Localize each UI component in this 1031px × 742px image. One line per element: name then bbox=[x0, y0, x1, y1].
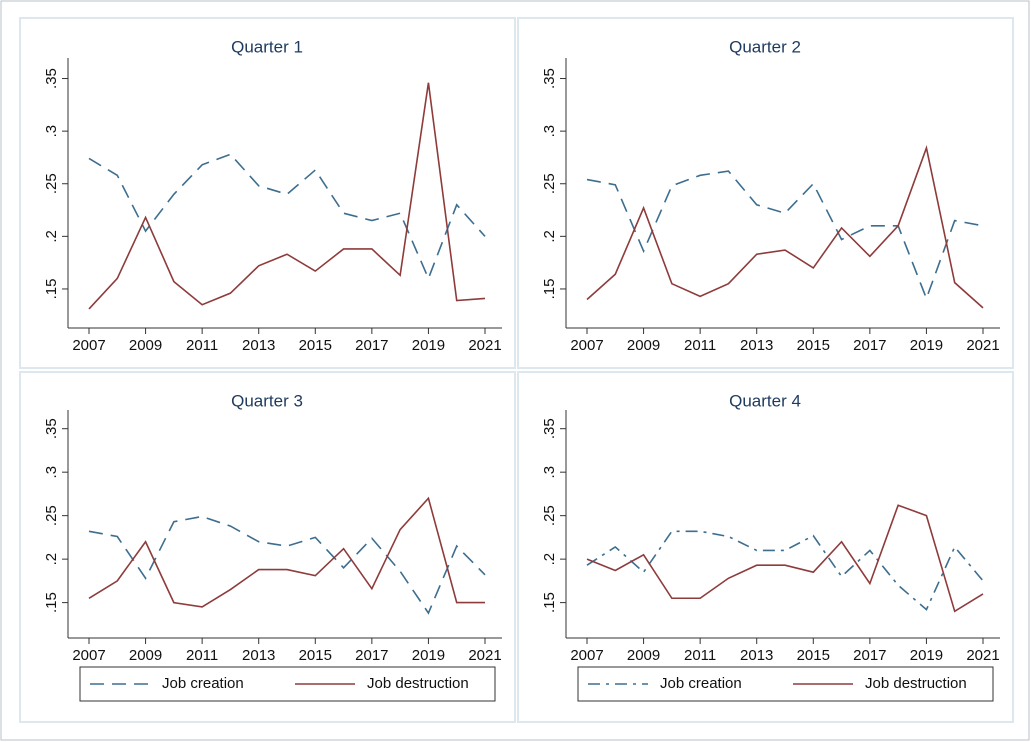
series-line bbox=[586, 145, 984, 309]
series-line bbox=[88, 496, 485, 608]
x-tick-label: 2013 bbox=[740, 647, 773, 664]
x-tick-label: 2011 bbox=[684, 647, 716, 664]
y-tick-label: .2 bbox=[43, 230, 60, 243]
x-tick-label: 2013 bbox=[242, 337, 275, 354]
panel-title: Quarter 1 bbox=[231, 37, 303, 56]
y-tick-label: .25 bbox=[43, 505, 60, 526]
y-tick-label: .3 bbox=[43, 125, 60, 138]
x-tick-label: 2007 bbox=[570, 337, 603, 354]
y-tick-label: .15 bbox=[43, 279, 60, 300]
legend-box bbox=[79, 666, 496, 702]
x-tick-label: 2007 bbox=[570, 647, 603, 664]
x-tick-label: 2009 bbox=[129, 647, 162, 664]
x-tick-label: 2015 bbox=[299, 647, 332, 664]
y-tick-label: .2 bbox=[541, 553, 558, 566]
panel-box bbox=[19, 371, 516, 723]
y-tick-label: .25 bbox=[43, 173, 60, 194]
panel-title: Quarter 4 bbox=[729, 391, 801, 410]
x-tick-label: 2009 bbox=[627, 337, 660, 354]
y-tick-label: .2 bbox=[541, 230, 558, 243]
x-tick-label: 2017 bbox=[853, 647, 886, 664]
y-tick-label: .35 bbox=[43, 68, 60, 89]
y-tick-label: .15 bbox=[541, 279, 558, 300]
x-tick-label: 2015 bbox=[299, 337, 332, 354]
x-tick-label: 2013 bbox=[740, 337, 773, 354]
x-tick-label: 2019 bbox=[412, 647, 445, 664]
y-tick-label: .35 bbox=[541, 418, 558, 439]
series-line bbox=[88, 515, 486, 615]
series-line bbox=[586, 530, 984, 611]
x-tick-label: 2021 bbox=[966, 337, 999, 354]
x-tick-label: 2017 bbox=[355, 337, 388, 354]
y-tick-label: .3 bbox=[43, 466, 60, 479]
series-line bbox=[88, 153, 486, 281]
y-tick-label: .35 bbox=[541, 68, 558, 89]
x-tick-label: 2011 bbox=[186, 647, 218, 664]
x-tick-label: 2007 bbox=[72, 337, 105, 354]
panel-title: Quarter 3 bbox=[231, 391, 303, 410]
x-tick-label: 2011 bbox=[684, 337, 716, 354]
x-tick-label: 2021 bbox=[468, 647, 501, 664]
y-tick-label: .2 bbox=[43, 553, 60, 566]
series-line bbox=[586, 504, 984, 613]
y-tick-label: .3 bbox=[541, 125, 558, 138]
x-tick-label: 2019 bbox=[910, 647, 943, 664]
panel-box bbox=[517, 17, 1014, 369]
legend-label: Job destruction bbox=[865, 675, 967, 692]
y-tick-label: .15 bbox=[541, 592, 558, 613]
x-tick-label: 2015 bbox=[797, 647, 830, 664]
panel-title: Quarter 2 bbox=[729, 37, 801, 56]
legend-label: Job creation bbox=[660, 675, 742, 692]
x-tick-label: 2017 bbox=[355, 647, 388, 664]
x-tick-label: 2009 bbox=[129, 337, 162, 354]
panel-box bbox=[517, 371, 1014, 723]
y-tick-label: .3 bbox=[541, 466, 558, 479]
x-tick-label: 2007 bbox=[72, 647, 105, 664]
x-tick-label: 2011 bbox=[186, 337, 218, 354]
x-tick-label: 2019 bbox=[412, 337, 445, 354]
x-tick-label: 2019 bbox=[910, 337, 943, 354]
series-line bbox=[88, 82, 486, 310]
x-tick-label: 2021 bbox=[468, 337, 501, 354]
x-tick-label: 2009 bbox=[627, 647, 660, 664]
legend-label: Job destruction bbox=[367, 675, 469, 692]
x-tick-label: 2013 bbox=[242, 647, 275, 664]
y-tick-label: .35 bbox=[43, 418, 60, 439]
y-tick-label: .25 bbox=[541, 173, 558, 194]
panel-box bbox=[19, 17, 516, 369]
legend-label: Job creation bbox=[162, 675, 244, 692]
y-tick-label: .15 bbox=[43, 592, 60, 613]
x-tick-label: 2021 bbox=[966, 647, 999, 664]
series-line bbox=[586, 170, 984, 301]
x-tick-label: 2015 bbox=[797, 337, 830, 354]
y-tick-label: .25 bbox=[541, 505, 558, 526]
x-tick-label: 2017 bbox=[853, 337, 886, 354]
